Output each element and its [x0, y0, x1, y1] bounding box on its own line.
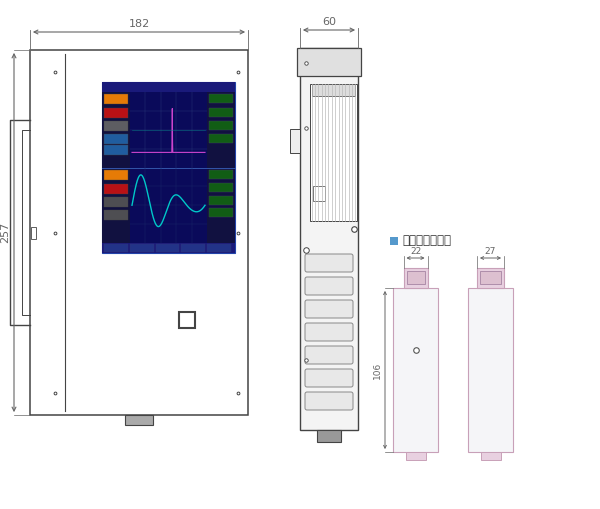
Bar [104, 145, 128, 155]
FancyBboxPatch shape [305, 254, 353, 272]
Bar [104, 169, 128, 180]
Bar [102, 243, 235, 253]
Bar [102, 92, 130, 243]
Bar [104, 134, 128, 144]
Bar [31, 227, 36, 239]
Bar [209, 94, 233, 103]
Bar [104, 121, 128, 131]
Bar [317, 430, 341, 442]
Bar [480, 271, 501, 284]
Text: 182: 182 [128, 19, 149, 29]
Text: 257: 257 [0, 222, 10, 243]
Bar [179, 312, 195, 328]
Bar [407, 271, 425, 284]
FancyBboxPatch shape [305, 392, 353, 410]
Bar [468, 288, 513, 452]
Bar [207, 244, 231, 252]
Bar [209, 121, 233, 130]
Bar [290, 129, 300, 153]
Text: 60: 60 [322, 17, 336, 27]
Bar [104, 210, 128, 219]
Bar [209, 195, 233, 205]
Bar [297, 48, 361, 76]
Bar [209, 208, 233, 216]
FancyBboxPatch shape [305, 300, 353, 318]
FancyBboxPatch shape [305, 346, 353, 364]
Bar [313, 186, 325, 201]
FancyBboxPatch shape [305, 277, 353, 295]
Bar [104, 108, 128, 118]
Bar [104, 184, 128, 193]
Bar [30, 50, 248, 415]
Bar [300, 48, 358, 430]
Bar [104, 244, 128, 252]
Bar [102, 82, 235, 253]
Bar [393, 288, 438, 452]
Text: 106: 106 [373, 361, 382, 379]
Bar [406, 452, 425, 460]
Text: 22: 22 [410, 247, 421, 256]
Bar [181, 244, 205, 252]
FancyBboxPatch shape [305, 323, 353, 341]
Bar [209, 134, 233, 143]
Bar [209, 169, 233, 179]
Bar [209, 108, 233, 117]
FancyBboxPatch shape [305, 369, 353, 387]
Bar [209, 183, 233, 191]
Bar [207, 92, 235, 243]
Bar [312, 84, 355, 96]
Bar [102, 82, 235, 92]
Bar [481, 452, 500, 460]
Bar [390, 237, 398, 245]
Bar [130, 244, 154, 252]
Bar [310, 84, 357, 221]
Bar [125, 415, 153, 425]
Bar [104, 196, 128, 207]
Bar [477, 268, 504, 288]
Text: 27: 27 [485, 247, 496, 256]
Bar [104, 94, 128, 104]
Bar [404, 268, 427, 288]
Text: センサユニット: センサユニット [402, 234, 451, 246]
Bar [155, 244, 179, 252]
